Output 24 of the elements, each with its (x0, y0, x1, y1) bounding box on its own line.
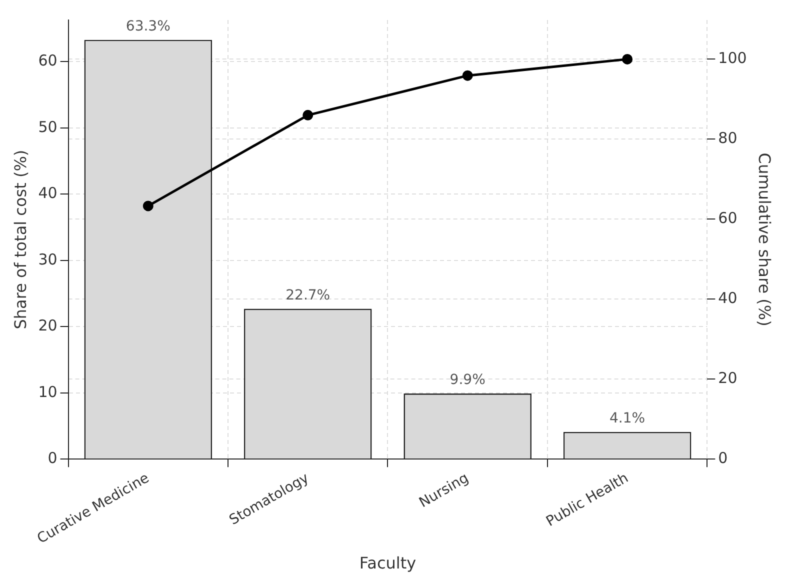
y-tick-label: 10 (38, 382, 58, 401)
y2-tick-label: 80 (718, 129, 738, 148)
y-tick-label: 20 (38, 316, 58, 335)
y-tick-label: 50 (38, 118, 58, 136)
point (622, 54, 633, 64)
y-tick-label: 0 (48, 449, 58, 468)
y-tick-label: 30 (38, 250, 58, 268)
point (302, 110, 314, 120)
y2-axis-title: Cumulative share (%) (755, 152, 774, 326)
x-axis-title: Faculty (359, 554, 416, 573)
y-tick-label: 40 (38, 184, 58, 202)
y2-tick-label: 0 (718, 449, 728, 468)
y-axis-title: Share of total cost (%) (10, 150, 30, 330)
data-label: 9.9% (450, 372, 486, 388)
data-label: 63.3% (126, 18, 170, 35)
y2-tick-label: 100 (718, 49, 747, 68)
point (142, 200, 154, 212)
y2-tick-label: 60 (718, 209, 738, 228)
y-tick-label: 60 (38, 52, 58, 70)
y2-tick-label: 20 (718, 369, 738, 388)
y2-tick-label: 40 (718, 289, 738, 308)
data-label: 22.7% (286, 287, 330, 304)
data-label: 4.1% (610, 410, 646, 427)
point (462, 70, 473, 81)
